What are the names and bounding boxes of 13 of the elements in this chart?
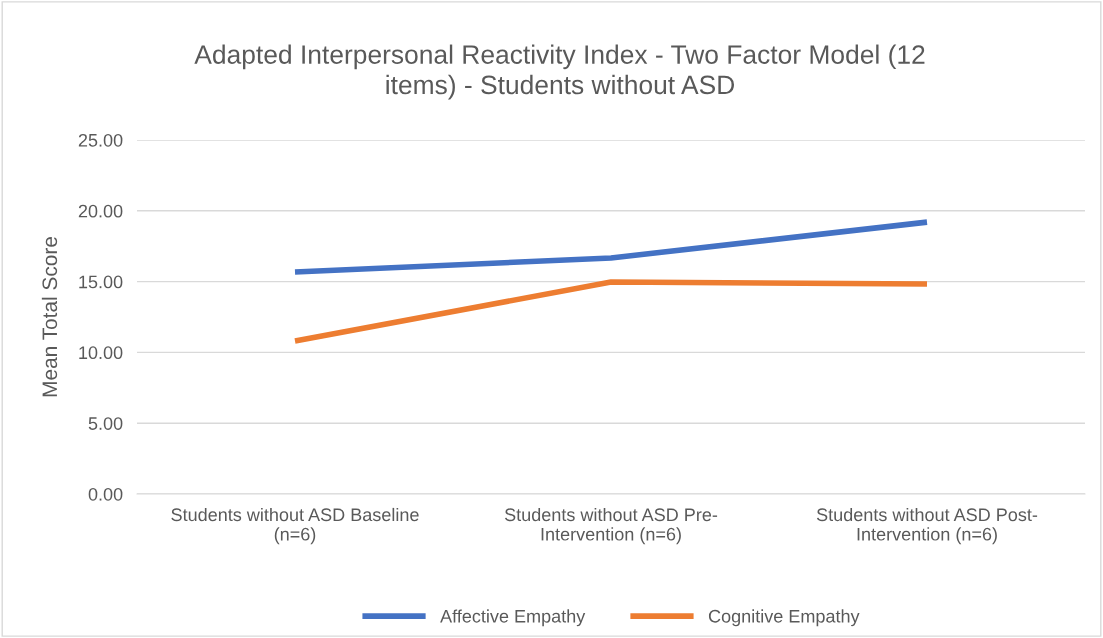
y-tick-label: 15.00 — [79, 275, 123, 289]
x-tick-label: Students without ASD Pre- Intervention (n=6) — [504, 507, 718, 545]
legend-label: Affective Empathy — [440, 609, 586, 627]
y-tick-label: 5.00 — [88, 417, 123, 430]
y-tick-label: 20.00 — [78, 204, 123, 218]
y-axis-title: Mean Total Score — [41, 237, 58, 397]
x-tick-label: Students without ASD Post- Intervention (n=6) — [816, 507, 1038, 545]
legend-label: Cognitive Empathy — [708, 609, 860, 627]
chart-title: Adapted Interpersonal Reactivity Index - Two Factor Model (12 items) - Students without ASD — [194, 44, 925, 100]
y-tick-label: 25.00 — [78, 133, 123, 147]
y-tick-label: 10.00 — [79, 346, 123, 360]
x-tick-label: Students without ASD Baseline (n=6) — [171, 507, 419, 545]
y-tick-label: 0.00 — [88, 487, 123, 501]
